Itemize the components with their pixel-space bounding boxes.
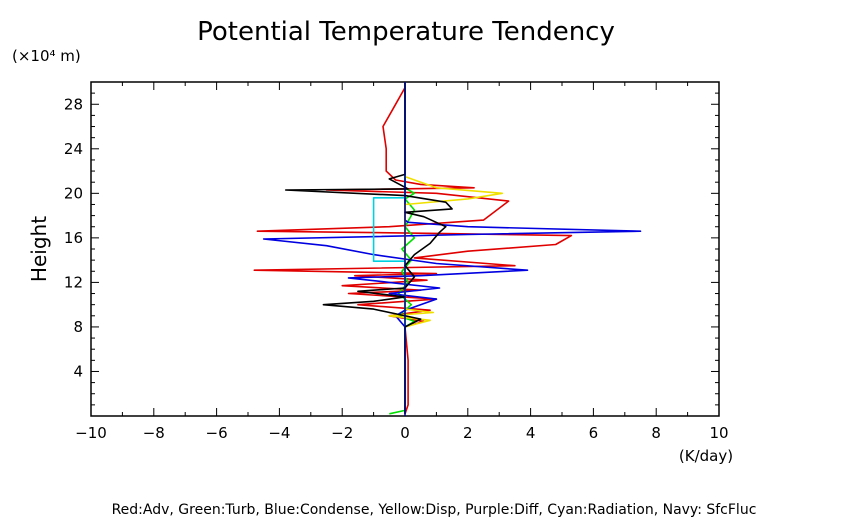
- x-tick-label: 4: [526, 424, 536, 442]
- series-line-condense: [262, 82, 642, 414]
- x-tick-label: −8: [143, 424, 165, 442]
- x-tick-label: 6: [589, 424, 599, 442]
- x-tick-label: 0: [400, 424, 410, 442]
- x-tick-label: 8: [651, 424, 661, 442]
- y-tick-label: 4: [73, 362, 83, 380]
- series-line-total: [284, 82, 453, 414]
- y-tick-label: 28: [64, 95, 83, 113]
- series-line-adv: [253, 82, 573, 415]
- y-tick-label: 24: [64, 140, 83, 158]
- x-tick-label: 2: [463, 424, 473, 442]
- y-unit-label: (×10⁴ m): [12, 47, 81, 65]
- x-unit-label: (K/day): [679, 447, 733, 465]
- x-tick-label: −4: [268, 424, 290, 442]
- y-tick-label: 20: [64, 184, 83, 202]
- y-tick-label: 16: [64, 229, 83, 247]
- chart-title: Potential Temperature Tendency: [197, 17, 615, 47]
- y-axis-label: Height: [27, 216, 51, 282]
- y-tick-label: 12: [64, 273, 83, 291]
- series-line-radiation: [372, 82, 406, 414]
- x-tick-label: −2: [331, 424, 353, 442]
- series-line-disp: [388, 82, 504, 414]
- series-line-turb: [389, 82, 416, 415]
- x-tick-label: 10: [709, 424, 728, 442]
- legend-text: Red:Adv, Green:Turb, Blue:Condense, Yell…: [112, 502, 757, 518]
- y-tick-label: 8: [73, 318, 83, 336]
- x-tick-label: −10: [75, 424, 107, 442]
- x-tick-label: −6: [206, 424, 228, 442]
